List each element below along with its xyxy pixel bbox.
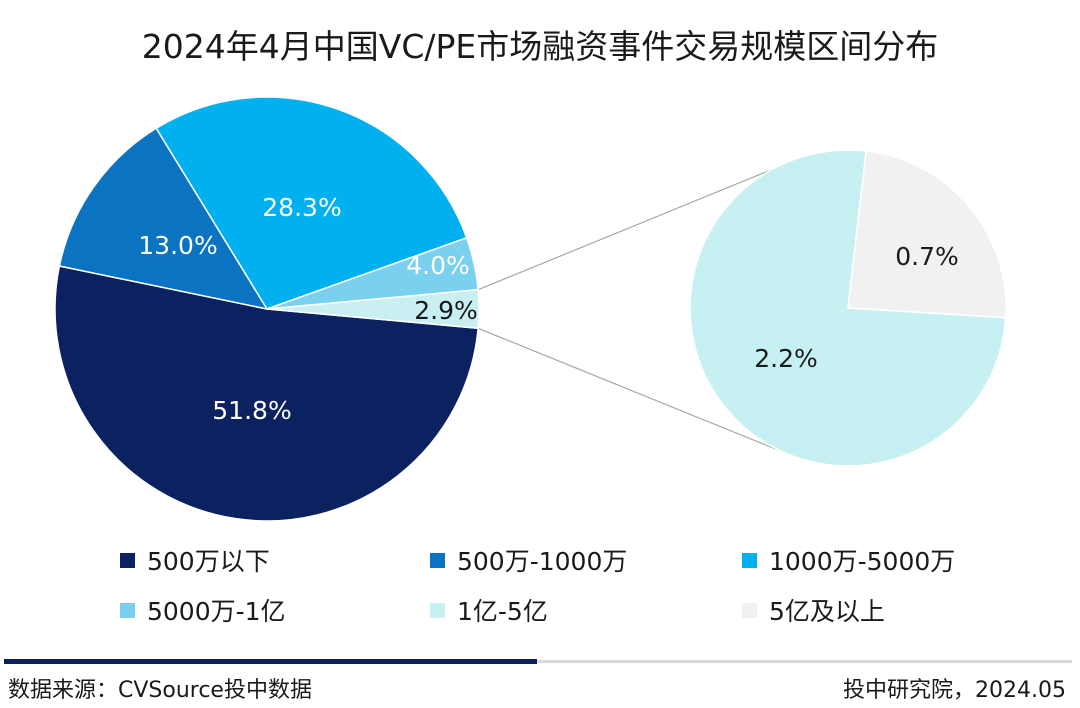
breakout-label-0: 2.2% <box>754 344 818 373</box>
legend-item-1: 500万-1000万 <box>430 542 742 578</box>
legend-swatch <box>742 552 757 568</box>
connector-bottom <box>477 327 779 451</box>
legend-label: 5000万-1亿 <box>147 597 286 626</box>
legend-item-0: 500万以下 <box>120 542 430 578</box>
legend-item-3: 5000万-1亿 <box>120 592 430 628</box>
legend-swatch <box>120 602 135 618</box>
breakout-label-1: 0.7% <box>895 242 959 271</box>
pie-slice-1 <box>58 127 269 311</box>
publisher-credit: 投中研究院，2024.05 <box>843 678 1066 703</box>
legend-label: 500万-1000万 <box>457 547 628 576</box>
breakout-slice-1 <box>847 150 1007 319</box>
pie-slice-2 <box>155 96 468 310</box>
legend-swatch <box>120 552 135 568</box>
legend-swatch <box>430 552 445 568</box>
legend-item-5: 5亿及以上 <box>742 592 1060 628</box>
legend-item-4: 1亿-5亿 <box>430 592 742 628</box>
connector-top <box>477 166 779 291</box>
legend: 500万以下 500万-1000万 1000万-5000万 5000万-1亿 1… <box>120 542 1060 628</box>
legend-swatch <box>430 602 445 618</box>
breakout-connectors <box>477 166 779 451</box>
slice-label-2: 28.3% <box>262 193 341 222</box>
pie-slice-4 <box>266 288 480 330</box>
slice-label-3: 4.0% <box>406 251 470 280</box>
breakout-pie <box>689 149 1007 467</box>
data-source: 数据来源：CVSource投中数据 <box>8 678 312 703</box>
main-pie <box>54 96 480 522</box>
slice-label-1: 13.0% <box>138 231 217 260</box>
slice-label-0: 51.8% <box>212 396 291 425</box>
legend-label: 5亿及以上 <box>769 597 885 626</box>
legend-label: 1000万-5000万 <box>769 547 956 576</box>
legend-swatch <box>742 602 757 618</box>
legend-label: 1亿-5亿 <box>457 597 548 626</box>
legend-item-2: 1000万-5000万 <box>742 542 1060 578</box>
pie-of-pie-chart: 51.8% 13.0% 28.3% 4.0% 2.9% 2.2% 0.7% <box>54 96 1007 522</box>
slice-labels: 51.8% 13.0% 28.3% 4.0% 2.9% 2.2% 0.7% <box>138 193 958 425</box>
footer-divider-dark <box>4 659 537 664</box>
chart-title: 2024年4月中国VC/PE市场融资事件交易规模区间分布 <box>141 27 939 66</box>
pie-slice-0 <box>54 265 479 522</box>
footer-divider-light <box>537 660 1072 663</box>
legend-label: 500万以下 <box>147 547 270 576</box>
slice-label-4: 2.9% <box>414 296 478 325</box>
